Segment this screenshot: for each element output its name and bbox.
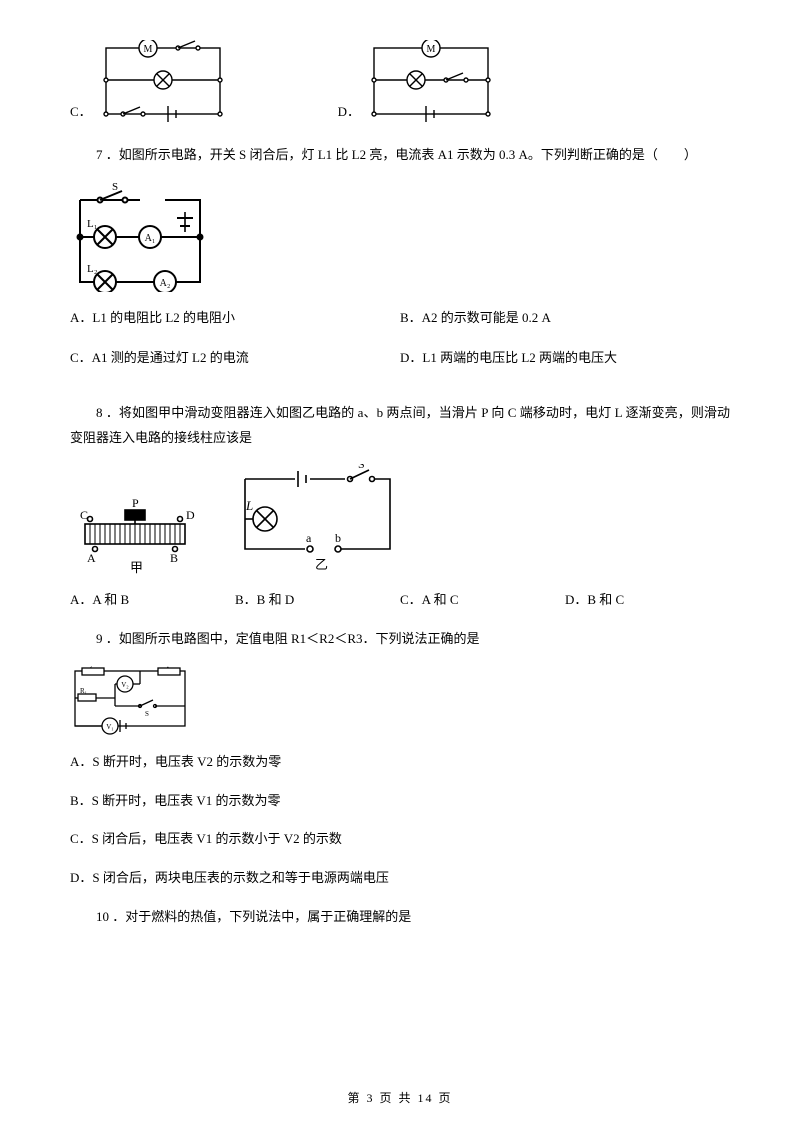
svg-text:S: S	[112, 182, 118, 193]
q9-options: A．S 断开时，电压表 V2 的示数为零 B．S 断开时，电压表 V1 的示数为…	[70, 750, 730, 891]
svg-text:M: M	[427, 44, 436, 55]
q7-opt-c: C．A1 测的是通过灯 L2 的电流	[70, 346, 400, 371]
q9-text: 9 ．如图所示电路图中，定值电阻 R1＜R2＜R3．下列说法正确的是	[70, 627, 730, 652]
q10-num: 10 ．	[96, 909, 125, 924]
svg-text:A₁: A₁	[145, 233, 156, 244]
svg-text:L₂: L₂	[87, 263, 98, 275]
page-footer: 第 3 页 共 14 页	[0, 1087, 800, 1110]
q10-body: 对于燃料的热值，下列说法中，属于正确理解的是	[125, 909, 411, 924]
q9-opt-c: C．S 闭合后，电压表 V1 的示数小于 V2 的示数	[70, 827, 730, 852]
label-b: b	[335, 531, 341, 545]
svg-text:S: S	[358, 464, 365, 471]
q6-opt-c-letter: C．	[70, 100, 92, 125]
circuit-c-diagram: M	[98, 40, 228, 125]
label-d: D	[186, 508, 195, 522]
svg-text:L₁: L₁	[87, 218, 98, 230]
svg-text:A₂: A₂	[160, 278, 171, 289]
q6-option-c: C． M	[70, 40, 228, 125]
q8-opt-a: A．A 和 B	[70, 588, 235, 613]
q7-opt-b: B．A2 的示数可能是 0.2 A	[400, 306, 730, 331]
svg-text:S: S	[145, 710, 149, 718]
q7-text: 7 ．如图所示电路，开关 S 闭合后，灯 L1 比 L2 亮，电流表 A1 示数…	[70, 143, 730, 168]
label-a-term: A	[87, 551, 96, 565]
q8-opt-c: C．A 和 C	[400, 588, 565, 613]
q7-opt-a: A．L1 的电阻比 L2 的电阻小	[70, 306, 400, 331]
svg-text:L: L	[245, 498, 253, 513]
q7-figure: S L₁ A₁ L₂ A₂	[70, 182, 730, 292]
q8-options: A．A 和 B B．B 和 D C．A 和 C D．B 和 C	[70, 588, 730, 613]
q6-opt-d-letter: D．	[338, 100, 360, 125]
q6-option-d: D． M	[338, 40, 496, 125]
label-p: P	[132, 496, 139, 510]
svg-text:M: M	[143, 44, 152, 55]
q9-opt-b: B．S 断开时，电压表 V1 的示数为零	[70, 789, 730, 814]
label-b-term: B	[170, 551, 178, 565]
q8-opt-b: B．B 和 D	[235, 588, 400, 613]
q7-options: A．L1 的电阻比 L2 的电阻小 B．A2 的示数可能是 0.2 A C．A1…	[70, 306, 730, 387]
q9-opt-a: A．S 断开时，电压表 V2 的示数为零	[70, 750, 730, 775]
rheostat-diagram: C D A B P 甲	[70, 494, 200, 574]
q9-figure: R₃ R₂ V₂ R₁ S	[70, 666, 730, 736]
q9-opt-d: D．S 闭合后，两块电压表的示数之和等于电源两端电压	[70, 866, 730, 891]
label-c: C	[80, 508, 88, 522]
svg-text:V₁: V₁	[106, 723, 114, 731]
q9-circuit-diagram: R₃ R₂ V₂ R₁ S	[70, 666, 190, 736]
q7-circuit-diagram: S L₁ A₁ L₂ A₂	[70, 182, 210, 292]
q10-text: 10 ．对于燃料的热值，下列说法中，属于正确理解的是	[70, 905, 730, 930]
circuit-yi-diagram: S L a b 乙	[230, 464, 400, 574]
label-yi: 乙	[315, 557, 328, 572]
q7-opt-d: D．L1 两端的电压比 L2 两端的电压大	[400, 346, 730, 371]
circuit-d-diagram: M	[366, 40, 496, 125]
q8-figure: C D A B P 甲 S L a b	[70, 464, 730, 574]
label-a: a	[306, 531, 312, 545]
svg-text:R₂: R₂	[162, 666, 170, 668]
svg-text:V₂: V₂	[121, 681, 129, 689]
svg-text:R₁: R₁	[80, 687, 87, 695]
q9-body: 如图所示电路图中，定值电阻 R1＜R2＜R3．下列说法正确的是	[119, 631, 480, 646]
label-jia: 甲	[130, 560, 143, 574]
q7-body: 如图所示电路，开关 S 闭合后，灯 L1 比 L2 亮，电流表 A1 示数为 0…	[119, 147, 697, 162]
q8-opt-d: D．B 和 C	[565, 588, 730, 613]
q6-options-cd: C． M	[70, 40, 730, 125]
q9-num: 9 ．	[96, 631, 119, 646]
svg-text:R₃: R₃	[85, 666, 93, 668]
q8-text: 8 ．将如图甲中滑动变阻器连入如图乙电路的 a、b 两点间，当滑片 P 向 C …	[70, 401, 730, 450]
q7-num: 7 ．	[96, 147, 119, 162]
q8-body: 将如图甲中滑动变阻器连入如图乙电路的 a、b 两点间，当滑片 P 向 C 端移动…	[70, 405, 730, 445]
q8-num: 8 ．	[96, 405, 119, 420]
